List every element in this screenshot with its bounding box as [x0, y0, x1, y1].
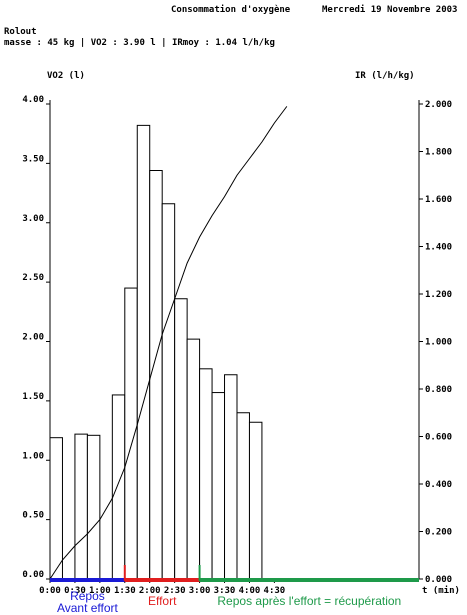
vo2-bar: [248, 421, 263, 580]
left-axis-label: VO2 (l): [47, 71, 85, 81]
x-tick-label: 0:30: [64, 586, 86, 596]
x-tick-label: 4:00: [239, 586, 261, 596]
vo2-bar: [199, 368, 213, 580]
phase-divider-2: [198, 565, 201, 581]
summary-line: masse : 45 kg | VO2 : 3.90 l | IRmoy : 1…: [4, 38, 275, 48]
right-tick-label: 1.600: [425, 195, 452, 205]
left-tick-label: 1.50: [22, 392, 44, 402]
right-tick-label: 2.000: [425, 100, 452, 110]
vo2-bar: [86, 434, 101, 580]
vo2-bar: [74, 433, 88, 580]
right-tick-label: 1.000: [425, 338, 452, 348]
x-tick-label: 1:30: [114, 586, 136, 596]
x-tick-label: 4:30: [264, 586, 286, 596]
vo2-bar: [224, 374, 238, 580]
right-tick-label: 0.600: [425, 433, 452, 443]
vo2-bar: [149, 170, 163, 580]
phase-label-0: Repos Avant effort: [0, 590, 197, 614]
phase-bar-1: [124, 578, 200, 582]
left-tick-label: 3.00: [22, 214, 44, 224]
left-tick-label: 2.00: [22, 333, 44, 343]
right-tick-label: 1.800: [425, 148, 452, 158]
vo2-bar: [49, 437, 63, 580]
left-tick-label: 1.00: [22, 451, 44, 461]
left-tick-label: 4.00: [22, 95, 44, 105]
x-tick-label: 1:00: [89, 586, 111, 596]
left-tick-label: 3.50: [22, 154, 44, 164]
phase-bar-0: [50, 578, 125, 582]
phase-label-1: Effort: [52, 595, 272, 607]
vo2-bar: [174, 298, 188, 580]
right-tick-label: 1.400: [425, 243, 452, 253]
left-tick-label: 2.50: [22, 273, 44, 283]
x-axis-label: t (min): [422, 585, 460, 596]
left-tick-label: 0.00: [22, 570, 44, 580]
x-tick-label: 3:00: [189, 586, 211, 596]
left-tick-label: 0.50: [22, 511, 44, 521]
right-tick-label: 0.400: [425, 480, 452, 490]
x-tick-label: 3:30: [214, 586, 236, 596]
ir-cumulative-line: [49, 106, 288, 580]
right-tick-label: 0.000: [425, 575, 452, 585]
right-tick-label: 0.800: [425, 385, 452, 395]
x-tick-label: 2:00: [139, 586, 161, 596]
right-tick-label: 0.200: [425, 528, 452, 538]
right-tick-label: 1.200: [425, 290, 452, 300]
vo2-bar: [161, 203, 176, 580]
vo2-bar: [211, 392, 226, 580]
vo2-bar: [124, 287, 138, 580]
phase-label-line: Effort: [147, 594, 177, 608]
chart-title: Consommation d'oxygène: [171, 5, 291, 15]
phase-divider-1: [123, 565, 126, 581]
phase-bar-2: [199, 578, 419, 582]
vo2-bar: [236, 412, 250, 580]
phase-label-line: Repos: [70, 589, 105, 603]
chart-date: Mercredi 19 Novembre 2003: [322, 5, 458, 15]
phase-label-line: Avant effort: [56, 601, 118, 615]
right-axis-label: IR (l/h/kg): [355, 71, 415, 81]
phase-label-2: Repos après l'effort = récupération: [199, 595, 419, 607]
x-tick-label: 0:00: [39, 586, 61, 596]
phase-label-line: Repos après l'effort = récupération: [217, 594, 402, 608]
subject-name: Rolout: [4, 27, 37, 37]
x-tick-label: 2:30: [164, 586, 186, 596]
vo2-bar: [136, 124, 151, 580]
vo2-bar: [186, 338, 201, 580]
vo2-bar: [111, 394, 126, 580]
